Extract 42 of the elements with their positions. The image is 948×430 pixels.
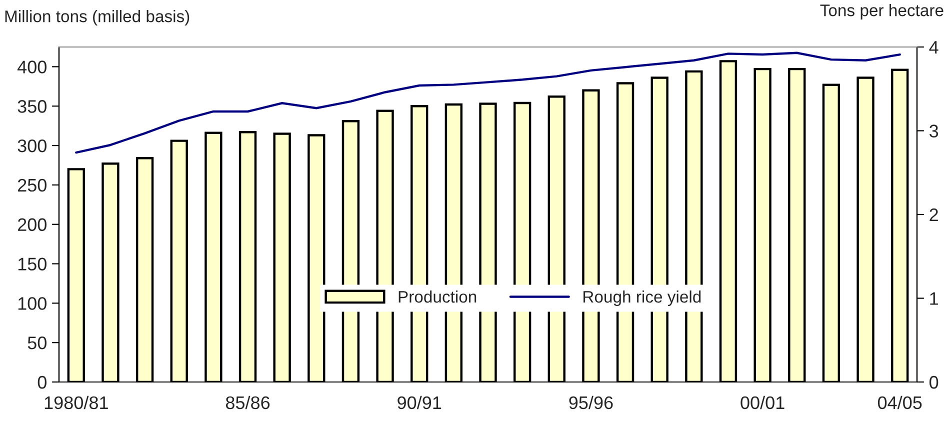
bar <box>719 60 738 382</box>
bar <box>856 76 874 382</box>
y2-tick-label: 4 <box>929 41 938 54</box>
y-tick-label: 300 <box>18 139 46 152</box>
y-tick-label: 50 <box>28 336 46 350</box>
bar <box>238 131 257 382</box>
y-tick-label: 400 <box>17 60 46 74</box>
x-tick-label: 04/05 <box>878 396 922 410</box>
bar <box>376 110 394 382</box>
y2-tick-label: 0 <box>930 376 938 389</box>
bar <box>136 157 154 382</box>
bar <box>548 96 566 382</box>
bar <box>67 168 85 382</box>
line-series <box>75 52 901 154</box>
x-tick-label: 00/01 <box>740 396 784 410</box>
x-tick-label: 85/86 <box>226 396 270 410</box>
x-tick-label: 95/96 <box>569 396 613 410</box>
bar <box>102 162 120 382</box>
bar <box>273 132 291 382</box>
y-tick-label: 100 <box>18 297 46 310</box>
bar <box>308 134 326 382</box>
bar <box>204 132 222 382</box>
bar <box>788 68 806 382</box>
x-tick-label: 1980/81 <box>44 396 108 410</box>
bar <box>822 84 840 382</box>
y2-axis-title: Tons per hectare <box>820 4 944 20</box>
legend-label: Rough rice yield <box>584 290 701 306</box>
y-tick-label: 0 <box>38 376 46 389</box>
y-tick-label: 200 <box>18 218 46 232</box>
y2-tick-label: 1 <box>930 292 938 305</box>
y-tick-label: 250 <box>18 178 46 192</box>
legend-label: Production <box>398 290 476 303</box>
y-axis-title: Million tons (milled basis) <box>5 10 190 26</box>
y-tick-label: 350 <box>18 100 46 113</box>
y-tick-label: 150 <box>18 258 46 270</box>
bar <box>891 68 909 382</box>
bar <box>479 102 497 382</box>
bar <box>754 68 772 382</box>
y2-tick-label: 2 <box>930 208 938 222</box>
y2-tick-label: 3 <box>929 124 938 138</box>
x-tick-label: 90/91 <box>398 396 442 410</box>
bar <box>170 140 188 382</box>
